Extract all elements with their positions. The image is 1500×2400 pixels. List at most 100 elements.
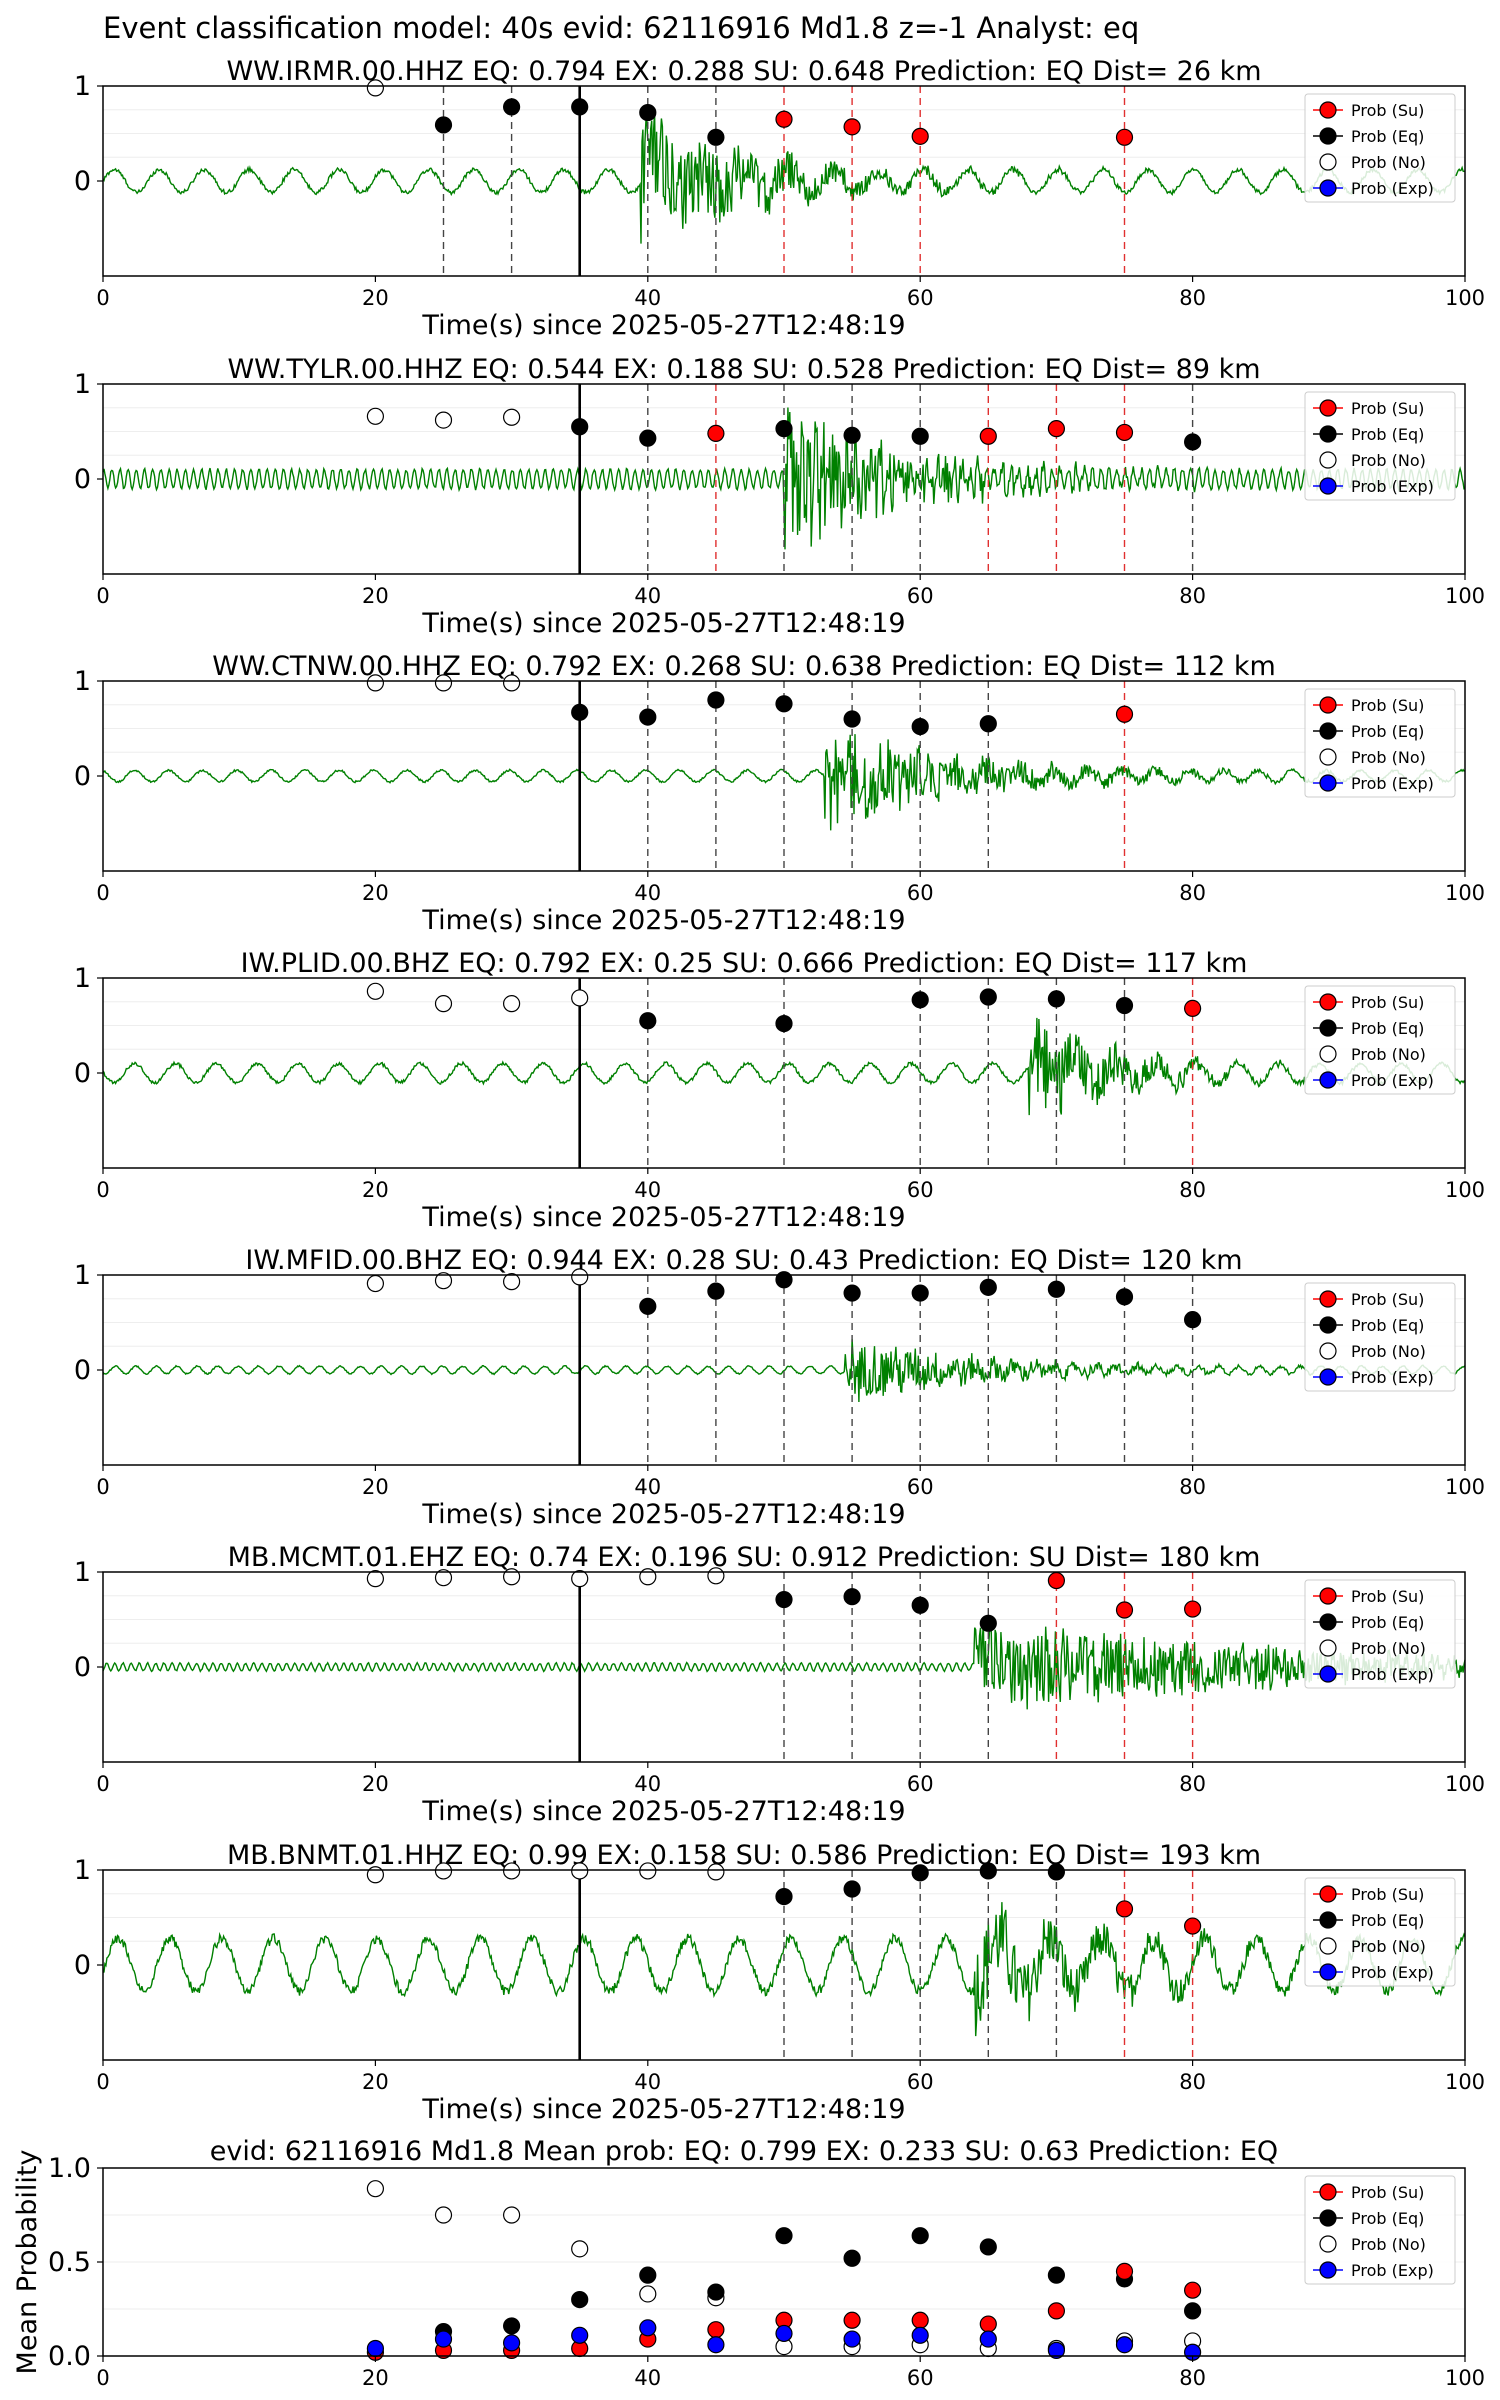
- marker-su-75: [1115, 2262, 1134, 2280]
- marker-no-20: [366, 407, 384, 425]
- x-tick-label-100: 100: [1445, 2070, 1485, 2094]
- legend-marker-exp: [1319, 179, 1337, 197]
- marker-no-20: [366, 1866, 384, 1884]
- x-tick-label-80: 80: [1179, 1772, 1206, 1796]
- marker-eq-50: [775, 2227, 793, 2245]
- x-tick-label-40: 40: [634, 881, 661, 905]
- x-axis-label: Time(s) since 2025-05-27T12:48:19: [421, 608, 905, 639]
- legend-label-no: Prob (No): [1351, 2235, 1426, 2254]
- marker-eq-40: [639, 708, 657, 726]
- legend-label-su: Prob (Su): [1351, 2183, 1424, 2202]
- marker-su-65: [979, 427, 997, 445]
- marker-eq-75: [1115, 1288, 1134, 1306]
- x-tick-label-100: 100: [1445, 584, 1485, 608]
- x-tick-label-100: 100: [1445, 286, 1485, 310]
- legend-label-exp: Prob (Exp): [1351, 1368, 1434, 1387]
- marker-su-65: [979, 2315, 997, 2333]
- marker-su-70: [1047, 1571, 1066, 1590]
- marker-eq-50: [775, 1271, 793, 1289]
- x-tick-label-40: 40: [634, 1178, 661, 1202]
- x-tick-label-40: 40: [634, 2070, 661, 2094]
- panel-1: WW.IRMR.00.HHZ EQ: 0.794 EX: 0.288 SU: 0…: [74, 56, 1485, 341]
- legend-marker-exp: [1319, 477, 1337, 495]
- x-tick-label-100: 100: [1445, 1772, 1485, 1796]
- legend-label-no: Prob (No): [1351, 153, 1426, 172]
- marker-su-45: [707, 424, 725, 442]
- marker-eq-80: [1183, 2302, 1202, 2320]
- y-tick-label-1: 1: [74, 666, 91, 697]
- x-tick-label-80: 80: [1179, 2070, 1206, 2094]
- marker-no-30: [503, 408, 521, 426]
- legend-label-exp: Prob (Exp): [1351, 1071, 1434, 1090]
- marker-no-25: [434, 1862, 453, 1880]
- marker-no-40: [639, 2285, 657, 2303]
- marker-no-20: [366, 674, 384, 692]
- marker-no-30: [503, 1568, 521, 1586]
- x-tick-label-100: 100: [1445, 1475, 1485, 1499]
- y-tick-label-1: 1: [74, 963, 91, 994]
- legend-label-exp: Prob (Exp): [1351, 2261, 1434, 2280]
- panel-title: WW.TYLR.00.HHZ EQ: 0.544 EX: 0.188 SU: 0…: [227, 354, 1260, 385]
- marker-su-80: [1183, 999, 1202, 1018]
- marker-eq-60: [911, 1864, 929, 1882]
- legend-marker-su: [1319, 1290, 1337, 1308]
- marker-eq-80: [1183, 433, 1202, 451]
- legend-label-no: Prob (No): [1351, 748, 1426, 767]
- legend-marker-su: [1319, 993, 1337, 1011]
- marker-eq-55: [843, 1880, 861, 1898]
- panel-title: IW.MFID.00.BHZ EQ: 0.944 EX: 0.28 SU: 0.…: [245, 1245, 1242, 1276]
- x-tick-label-80: 80: [1179, 1475, 1206, 1499]
- marker-eq-35: [571, 98, 589, 116]
- marker-eq-50: [775, 1014, 793, 1033]
- x-tick-label-60: 60: [907, 2366, 934, 2390]
- legend-box: [1304, 2175, 1456, 2285]
- marker-no-30: [503, 1273, 521, 1291]
- panel-title: WW.CTNW.00.HHZ EQ: 0.792 EX: 0.268 SU: 0…: [212, 651, 1276, 682]
- legend-marker-su: [1319, 696, 1337, 714]
- marker-eq-55: [843, 710, 861, 728]
- marker-exp-20: [366, 2339, 384, 2358]
- legend-box: [1304, 1877, 1456, 1987]
- legend-label-eq: Prob (Eq): [1351, 1019, 1424, 1038]
- y-tick-label-0: 0: [74, 464, 91, 495]
- marker-eq-65: [979, 1862, 997, 1880]
- marker-eq-25: [434, 116, 453, 134]
- marker-eq-60: [911, 1284, 929, 1302]
- marker-no-20: [366, 1570, 384, 1588]
- x-tick-label-20: 20: [362, 2366, 389, 2390]
- marker-eq-55: [843, 1588, 861, 1606]
- legend-marker-su: [1319, 1885, 1337, 1903]
- marker-su-55: [843, 118, 861, 136]
- marker-no-20: [366, 2180, 384, 2198]
- marker-no-35: [571, 1862, 589, 1880]
- x-tick-label-60: 60: [907, 1772, 934, 1796]
- legend-marker-exp: [1319, 2261, 1337, 2279]
- marker-eq-60: [911, 717, 929, 736]
- y-tick-label-0: 0: [74, 1652, 91, 1683]
- marker-su-70: [1047, 2302, 1066, 2320]
- legend-label-no: Prob (No): [1351, 1639, 1426, 1658]
- x-tick-label-40: 40: [634, 286, 661, 310]
- marker-eq-45: [707, 128, 725, 146]
- marker-eq-50: [775, 1590, 793, 1609]
- x-tick-label-80: 80: [1179, 584, 1206, 608]
- marker-exp-65: [979, 2330, 997, 2348]
- marker-no-30: [503, 674, 521, 692]
- marker-eq-45: [707, 1282, 725, 1300]
- marker-su-75: [1115, 1900, 1134, 1918]
- panel-6: MB.MCMT.01.EHZ EQ: 0.74 EX: 0.196 SU: 0.…: [74, 1542, 1485, 1827]
- y-axis-label: Mean Probability: [12, 2150, 43, 2375]
- marker-exp-60: [911, 2326, 929, 2344]
- legend-label-eq: Prob (Eq): [1351, 425, 1424, 444]
- legend-box: [1304, 688, 1456, 798]
- marker-eq-35: [571, 418, 589, 436]
- x-tick-label-40: 40: [634, 1772, 661, 1796]
- x-tick-label-40: 40: [634, 584, 661, 608]
- marker-su-70: [1047, 420, 1066, 438]
- marker-no-35: [571, 989, 589, 1007]
- marker-eq-70: [1047, 1280, 1066, 1298]
- y-tick-label-1: 1: [74, 369, 91, 400]
- legend-marker-exp: [1319, 1963, 1337, 1981]
- marker-su-75: [1115, 423, 1134, 442]
